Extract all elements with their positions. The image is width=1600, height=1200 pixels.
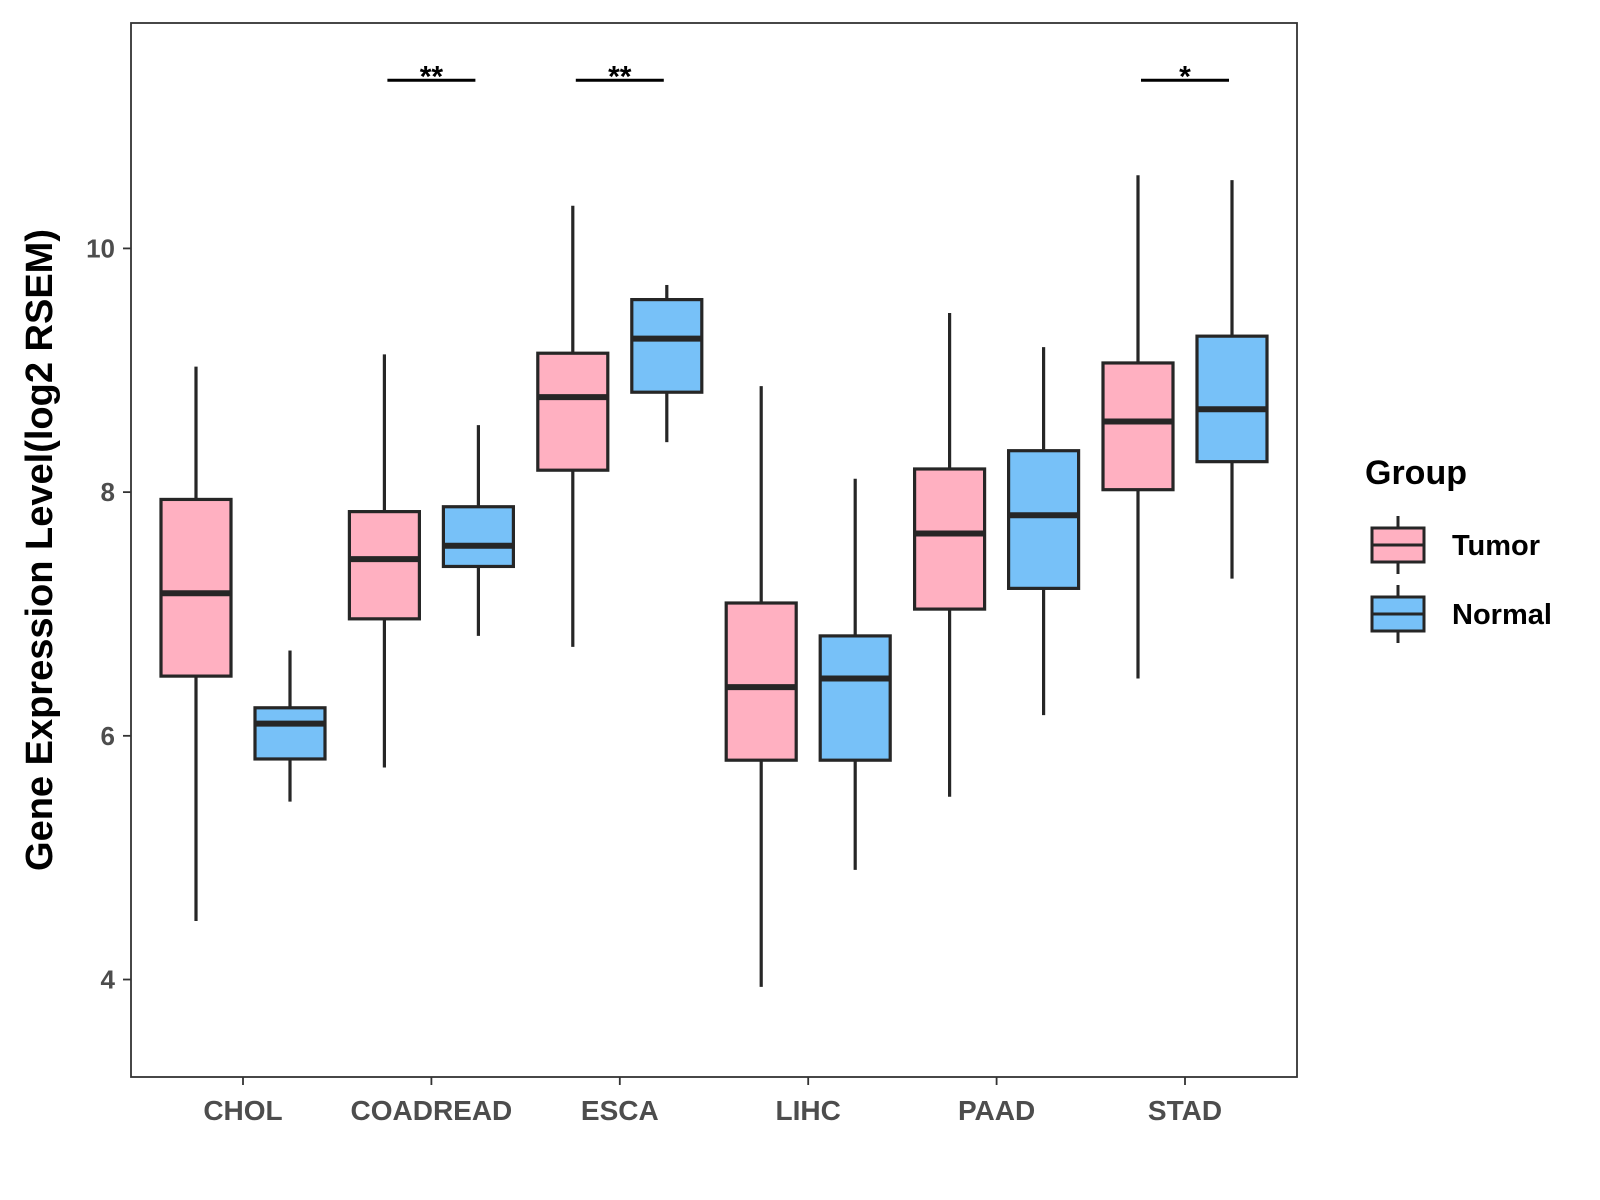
- x-tick-label-stad: STAD: [1148, 1095, 1222, 1126]
- y-tick-label: 4: [101, 965, 116, 995]
- box-tumor-paad: [912, 313, 987, 797]
- y-tick-label: 8: [101, 477, 115, 507]
- box-normal-stad: [1195, 180, 1269, 579]
- box-iqr: [724, 601, 798, 762]
- x-tick-label-paad: PAAD: [958, 1095, 1035, 1126]
- box-tumor-chol: [159, 366, 233, 922]
- box-normal-lihc: [818, 478, 892, 870]
- box-iqr: [1101, 361, 1175, 492]
- significance-label-coadread: **: [420, 60, 444, 93]
- legend-label-tumor: Tumor: [1452, 530, 1540, 562]
- box-normal-paad: [1006, 347, 1081, 716]
- box-iqr: [818, 634, 892, 762]
- box-normal-esca: [630, 284, 704, 443]
- significance-label-esca: **: [608, 60, 632, 93]
- legend-label-normal: Normal: [1452, 599, 1552, 631]
- x-tick-label-lihc: LIHC: [776, 1095, 841, 1126]
- box-tumor-lihc: [724, 386, 798, 987]
- box-normal-coadread: [441, 425, 515, 636]
- box-iqr: [253, 706, 327, 761]
- significance-label-stad: *: [1179, 60, 1191, 93]
- box-iqr: [912, 467, 987, 611]
- y-axis-title: Gene Expression Level(log2 RSEM): [19, 229, 61, 871]
- plot-area: ** ** *: [159, 60, 1269, 987]
- box-tumor-coadread: [347, 354, 421, 768]
- box-iqr: [159, 497, 233, 678]
- panel-border: [130, 22, 1298, 1078]
- box-iqr: [536, 351, 610, 472]
- box-iqr: [441, 505, 515, 569]
- box-tumor-stad: [1101, 175, 1175, 679]
- box-iqr: [1006, 449, 1081, 590]
- box-normal-chol: [253, 650, 327, 802]
- x-tick-label-coadread: COADREAD: [351, 1095, 513, 1126]
- legend-title: Group: [1365, 454, 1467, 492]
- box-iqr: [347, 510, 421, 621]
- x-tick-label-esca: ESCA: [581, 1095, 659, 1126]
- axes: 4 6 8 10 CHOL COADREAD ESCA LIHC PAAD STAD Gene Ex…: [19, 22, 1298, 1126]
- y-tick-label: 10: [86, 233, 115, 263]
- legend-key-tumor: [1370, 516, 1426, 574]
- box-tumor-esca: [536, 205, 610, 647]
- legend: Group Tumor Normal: [1365, 454, 1552, 643]
- y-tick-label: 6: [101, 721, 115, 751]
- box-iqr: [630, 297, 704, 394]
- box-iqr: [1195, 334, 1269, 464]
- legend-key-normal: [1370, 585, 1426, 643]
- x-tick-label-chol: CHOL: [203, 1095, 282, 1126]
